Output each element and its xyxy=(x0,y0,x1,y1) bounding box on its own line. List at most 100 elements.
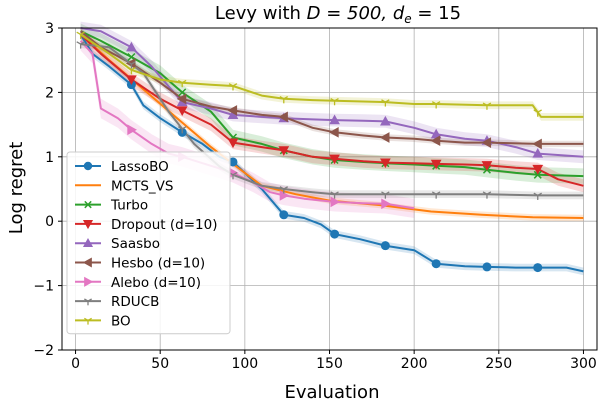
legend-bo-marker xyxy=(84,317,92,325)
chart-title: Levy with D = 500, de = 15 xyxy=(215,3,461,26)
alebo-d-10-marker xyxy=(330,196,341,208)
saasbo-marker xyxy=(532,148,544,158)
dropout-d-10-marker xyxy=(532,164,544,175)
x-tick-label: 300 xyxy=(570,356,597,372)
bo-marker xyxy=(431,101,441,109)
saasbo-marker xyxy=(126,41,137,52)
dropout-d-10-marker xyxy=(481,161,493,171)
chart-title-prefix: Levy with xyxy=(215,3,307,24)
hesbo-d-10-marker xyxy=(430,135,441,147)
y-tick-label: −1 xyxy=(33,279,54,295)
dropout-d-10-marker xyxy=(380,158,391,169)
hesbo-d-10-marker xyxy=(329,126,339,138)
saasbo-marker xyxy=(380,115,391,126)
legend-mcts-vs-label: MCTS_VS xyxy=(111,178,173,194)
legend-hesbo-d-10-label: Hesbo (d=10) xyxy=(111,256,205,272)
legend-lassobo-marker xyxy=(83,161,93,171)
legend-lassobo-label: LassoBO xyxy=(111,159,169,175)
lassobo-marker xyxy=(431,259,441,269)
legend-rducb-marker xyxy=(84,298,92,306)
x-tick-label: 100 xyxy=(231,356,258,372)
rducb-marker xyxy=(482,191,492,199)
legend-bo-label: BO xyxy=(111,313,131,329)
x-axis-label: Evaluation xyxy=(285,382,380,403)
bo-line xyxy=(80,33,584,118)
legend-hesbo-d-10-marker xyxy=(82,257,92,268)
alebo-d-10-marker xyxy=(127,124,137,136)
legend-saasbo-marker xyxy=(82,237,94,248)
dropout-d-10-marker xyxy=(126,75,137,86)
lassobo-marker xyxy=(380,241,390,251)
hesbo-d-10-marker xyxy=(379,132,390,143)
lassobo-marker xyxy=(533,263,543,273)
y-axis-label: Log regret xyxy=(6,142,27,235)
x-tick-label: 200 xyxy=(401,356,428,372)
lassobo-marker xyxy=(330,229,340,239)
y-tick-label: 3 xyxy=(45,21,54,37)
bo-marker xyxy=(76,31,85,39)
legend-alebo-d-10-label: Alebo (d=10) xyxy=(111,275,201,291)
chart-title-suffix: = 15 xyxy=(412,3,461,24)
y-tick-label: 1 xyxy=(45,150,54,166)
series-markers xyxy=(76,31,544,273)
rducb-marker xyxy=(127,61,136,69)
dropout-d-10-marker xyxy=(278,146,290,156)
hesbo-d-10-marker xyxy=(176,93,187,105)
chart-title-math: D = 500, d xyxy=(307,3,405,24)
bo-marker xyxy=(279,96,289,104)
x-tick-label: 250 xyxy=(485,356,512,372)
bo-marker xyxy=(177,79,187,88)
legend-dropout-d-10-label: Dropout (d=10) xyxy=(111,217,217,233)
rducb-marker xyxy=(279,186,289,194)
bo-marker xyxy=(482,102,492,110)
bo-band xyxy=(80,30,584,121)
rducb-marker xyxy=(533,192,542,200)
y-tick-label: 2 xyxy=(45,85,54,101)
legend-saasbo-label: Saasbo xyxy=(111,236,160,252)
dropout-d-10-marker xyxy=(430,159,442,170)
bo-marker xyxy=(127,67,136,75)
dropout-d-10-marker xyxy=(329,154,340,165)
rducb-marker xyxy=(177,126,187,134)
legend: LassoBO MCTS_VS Turbo Dropout (d=10) Saasbo H… xyxy=(66,151,231,335)
x-tick-label: 50 xyxy=(151,356,169,372)
legend-turbo-label: Turbo xyxy=(110,198,148,214)
bo-marker xyxy=(330,97,339,106)
saasbo-line xyxy=(80,27,584,158)
y-tick-label: 0 xyxy=(45,214,54,230)
turbo-marker xyxy=(533,170,542,179)
rducb-marker xyxy=(381,191,390,199)
hesbo-d-10-band xyxy=(80,28,584,148)
x-tick-label: 0 xyxy=(71,356,80,372)
axis-ticks: 0 50 100 150 200 250 300 −2 −1 0 1 2 3 xyxy=(33,21,596,372)
hesbo-d-10-marker xyxy=(227,105,238,116)
bo-marker xyxy=(381,99,390,107)
bo-marker xyxy=(533,109,542,117)
rducb-marker xyxy=(330,191,339,199)
saasbo-marker xyxy=(329,114,340,125)
hesbo-d-10-marker xyxy=(532,138,542,150)
mcts-vs-line xyxy=(79,33,584,219)
dropout-d-10-marker xyxy=(176,106,188,116)
y-tick-label: −2 xyxy=(33,343,54,359)
hesbo-d-10-marker xyxy=(481,137,492,148)
legend-alebo-d-10-marker xyxy=(84,276,94,287)
chart-title-subscript: e xyxy=(404,12,411,26)
rducb-marker xyxy=(431,191,441,199)
alebo-d-10-marker xyxy=(381,198,391,210)
dropout-d-10-marker xyxy=(227,138,239,149)
lassobo-marker xyxy=(279,210,289,220)
saasbo-band xyxy=(80,21,584,164)
rducb-marker xyxy=(76,41,85,49)
hesbo-d-10-line xyxy=(79,30,584,145)
lassobo-marker xyxy=(482,262,492,272)
hesbo-d-10-marker xyxy=(278,111,288,123)
legend-turbo-marker xyxy=(84,200,92,209)
legend-rducb-label: RDUCB xyxy=(111,294,159,310)
x-tick-label: 150 xyxy=(316,356,343,372)
rducb-line xyxy=(80,43,584,197)
bo-marker xyxy=(228,83,238,91)
legend-box xyxy=(66,151,231,335)
legend-dropout-d-10-marker xyxy=(82,220,94,230)
